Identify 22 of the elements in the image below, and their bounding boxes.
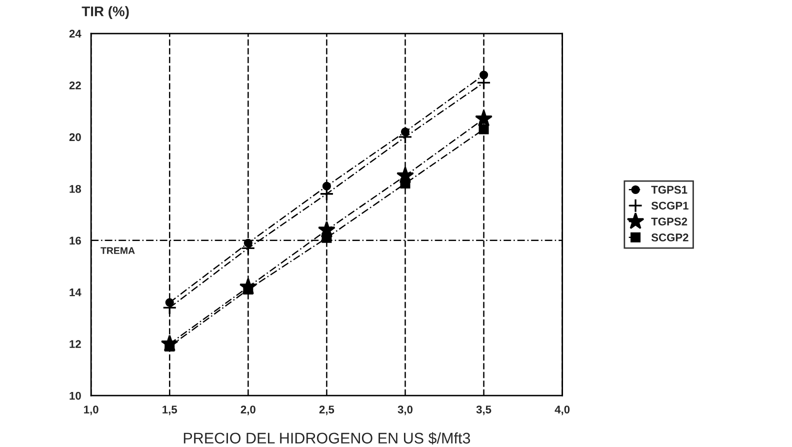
y-axis-title: TIR (%)	[82, 6, 129, 20]
x-tick-label: 3,5	[476, 406, 492, 416]
legend-label: TGPS2	[651, 218, 688, 226]
y-tick-label: 24	[69, 30, 82, 38]
y-tick-label: 10	[70, 392, 81, 400]
legend-label: SCGP1	[651, 202, 688, 210]
y-tick-label: 14	[70, 288, 82, 296]
ref-line-label: TREMA	[100, 247, 135, 254]
y-tick-label: 22	[69, 82, 81, 90]
x-axis-title: PRECIO DEL HIDROGENO EN US $/Mft3	[184, 432, 470, 444]
legend-label: TGPS1	[651, 186, 688, 194]
y-tick-label: 20	[69, 133, 81, 142]
x-tick-label: 2,0	[240, 406, 256, 416]
y-tick-label: 18	[70, 184, 82, 193]
x-tick-label: 4,0	[554, 406, 570, 416]
y-tick-label: 12	[70, 340, 81, 348]
y-tick-label: 16	[70, 236, 81, 245]
x-tick-label: 1,0	[84, 406, 98, 416]
x-tick-label: 1,5	[162, 406, 178, 416]
legend-label: SCGP2	[651, 234, 688, 242]
x-tick-label: 3,0	[398, 406, 413, 416]
x-tick-label: 2,5	[319, 406, 334, 416]
